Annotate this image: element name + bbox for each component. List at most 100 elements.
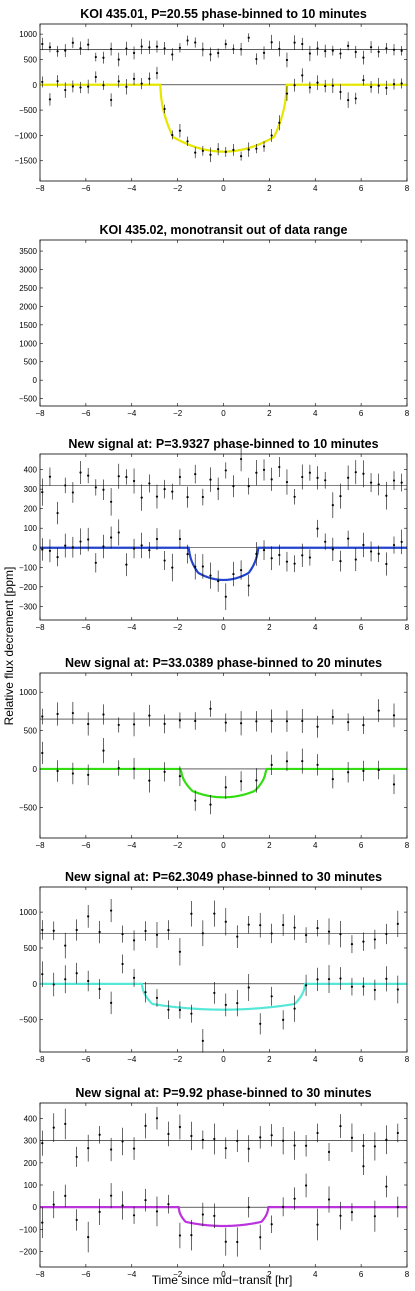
data-point — [217, 51, 220, 55]
data-point — [392, 48, 396, 51]
data-point — [339, 977, 342, 980]
data-point — [52, 1126, 55, 1129]
data-point — [201, 48, 204, 51]
data-point — [392, 783, 396, 786]
data-point — [217, 487, 220, 490]
data-point — [293, 1197, 296, 1200]
data-point — [110, 536, 113, 539]
data-point — [270, 995, 273, 998]
data-point — [293, 562, 296, 565]
data-point — [155, 45, 159, 48]
data-point — [194, 473, 197, 476]
data-point — [64, 1122, 67, 1126]
data-point — [255, 720, 258, 723]
data-point — [270, 763, 273, 766]
data-point — [56, 50, 59, 53]
data-point — [308, 556, 311, 559]
data-point — [64, 1194, 67, 1197]
data-point — [377, 768, 380, 772]
x-tick-label: −2 — [173, 184, 183, 193]
y-tick-label: 1000 — [19, 30, 37, 39]
y-tick-label: 400 — [24, 1115, 38, 1124]
x-tick-label: −2 — [173, 623, 183, 632]
y-tick-label: 200 — [24, 1159, 38, 1168]
x-tick-label: 0 — [221, 1055, 226, 1064]
data-point — [144, 929, 147, 933]
data-point — [385, 562, 388, 566]
data-point — [324, 49, 327, 53]
data-point — [186, 496, 189, 499]
transit-model-curve — [40, 546, 407, 582]
data-point — [178, 46, 182, 49]
data-point — [194, 41, 197, 44]
y-tick-label: 0 — [33, 765, 38, 774]
y-tick-label: 500 — [24, 727, 38, 736]
x-tick-label: 2 — [267, 1055, 272, 1064]
transit-model-curve — [40, 767, 407, 799]
data-point — [247, 923, 250, 926]
data-point — [155, 933, 159, 937]
x-tick-label: −4 — [127, 1270, 137, 1279]
data-point — [132, 939, 136, 942]
chart-panel-3: New signal at: P=3.9327 phase-binned to … — [19, 437, 410, 632]
data-point — [209, 53, 212, 56]
data-point — [155, 1210, 159, 1213]
data-point — [79, 47, 82, 50]
data-point — [48, 549, 52, 552]
y-tick-label: 200 — [24, 505, 38, 514]
data-point — [339, 1124, 342, 1128]
data-point — [110, 98, 113, 102]
data-point — [259, 1022, 262, 1025]
y-tick-label: 1000 — [19, 339, 37, 348]
data-point — [132, 51, 136, 55]
data-point — [209, 153, 212, 156]
data-point — [239, 722, 243, 725]
data-point — [316, 527, 319, 530]
data-point — [41, 80, 44, 84]
data-point — [148, 714, 151, 717]
data-point — [255, 57, 258, 61]
data-point — [102, 749, 105, 752]
y-tick-label: 1000 — [19, 908, 37, 917]
x-tick-label: −2 — [173, 409, 183, 418]
data-point — [239, 780, 243, 783]
y-tick-label: −500 — [19, 395, 38, 404]
data-point — [132, 1214, 136, 1217]
data-point — [178, 775, 182, 778]
data-point — [385, 977, 388, 980]
y-tick-label: −1000 — [15, 131, 38, 140]
data-point — [293, 84, 296, 87]
data-point — [255, 779, 258, 782]
data-point — [262, 51, 266, 54]
data-point — [167, 928, 170, 932]
data-point — [87, 538, 90, 541]
data-point — [316, 927, 319, 930]
y-tick-label: 0 — [33, 81, 38, 90]
data-point — [270, 1223, 273, 1226]
data-point — [377, 709, 380, 712]
data-point — [285, 480, 289, 484]
x-tick-label: 0 — [221, 841, 226, 850]
data-point — [282, 1018, 285, 1021]
data-point — [270, 134, 273, 137]
data-point — [255, 147, 258, 150]
data-point — [350, 985, 354, 988]
data-point — [369, 481, 373, 484]
data-point — [94, 75, 97, 79]
data-point — [327, 930, 331, 933]
axes-frame — [39, 1102, 408, 1268]
y-tick-label: −500 — [19, 1016, 38, 1025]
y-tick-label: −100 — [19, 1225, 38, 1234]
x-tick-label: −2 — [173, 841, 183, 850]
data-point — [304, 1184, 308, 1187]
data-point — [285, 560, 289, 563]
data-point — [285, 92, 289, 95]
data-point — [362, 79, 365, 82]
chart-title: New signal at: P=33.0389 phase-binned to… — [65, 656, 382, 670]
data-point — [308, 86, 311, 89]
data-point — [102, 84, 105, 87]
data-point — [396, 1131, 399, 1135]
data-point — [270, 1134, 273, 1137]
data-point — [194, 151, 197, 154]
x-tick-label: 6 — [359, 409, 364, 418]
